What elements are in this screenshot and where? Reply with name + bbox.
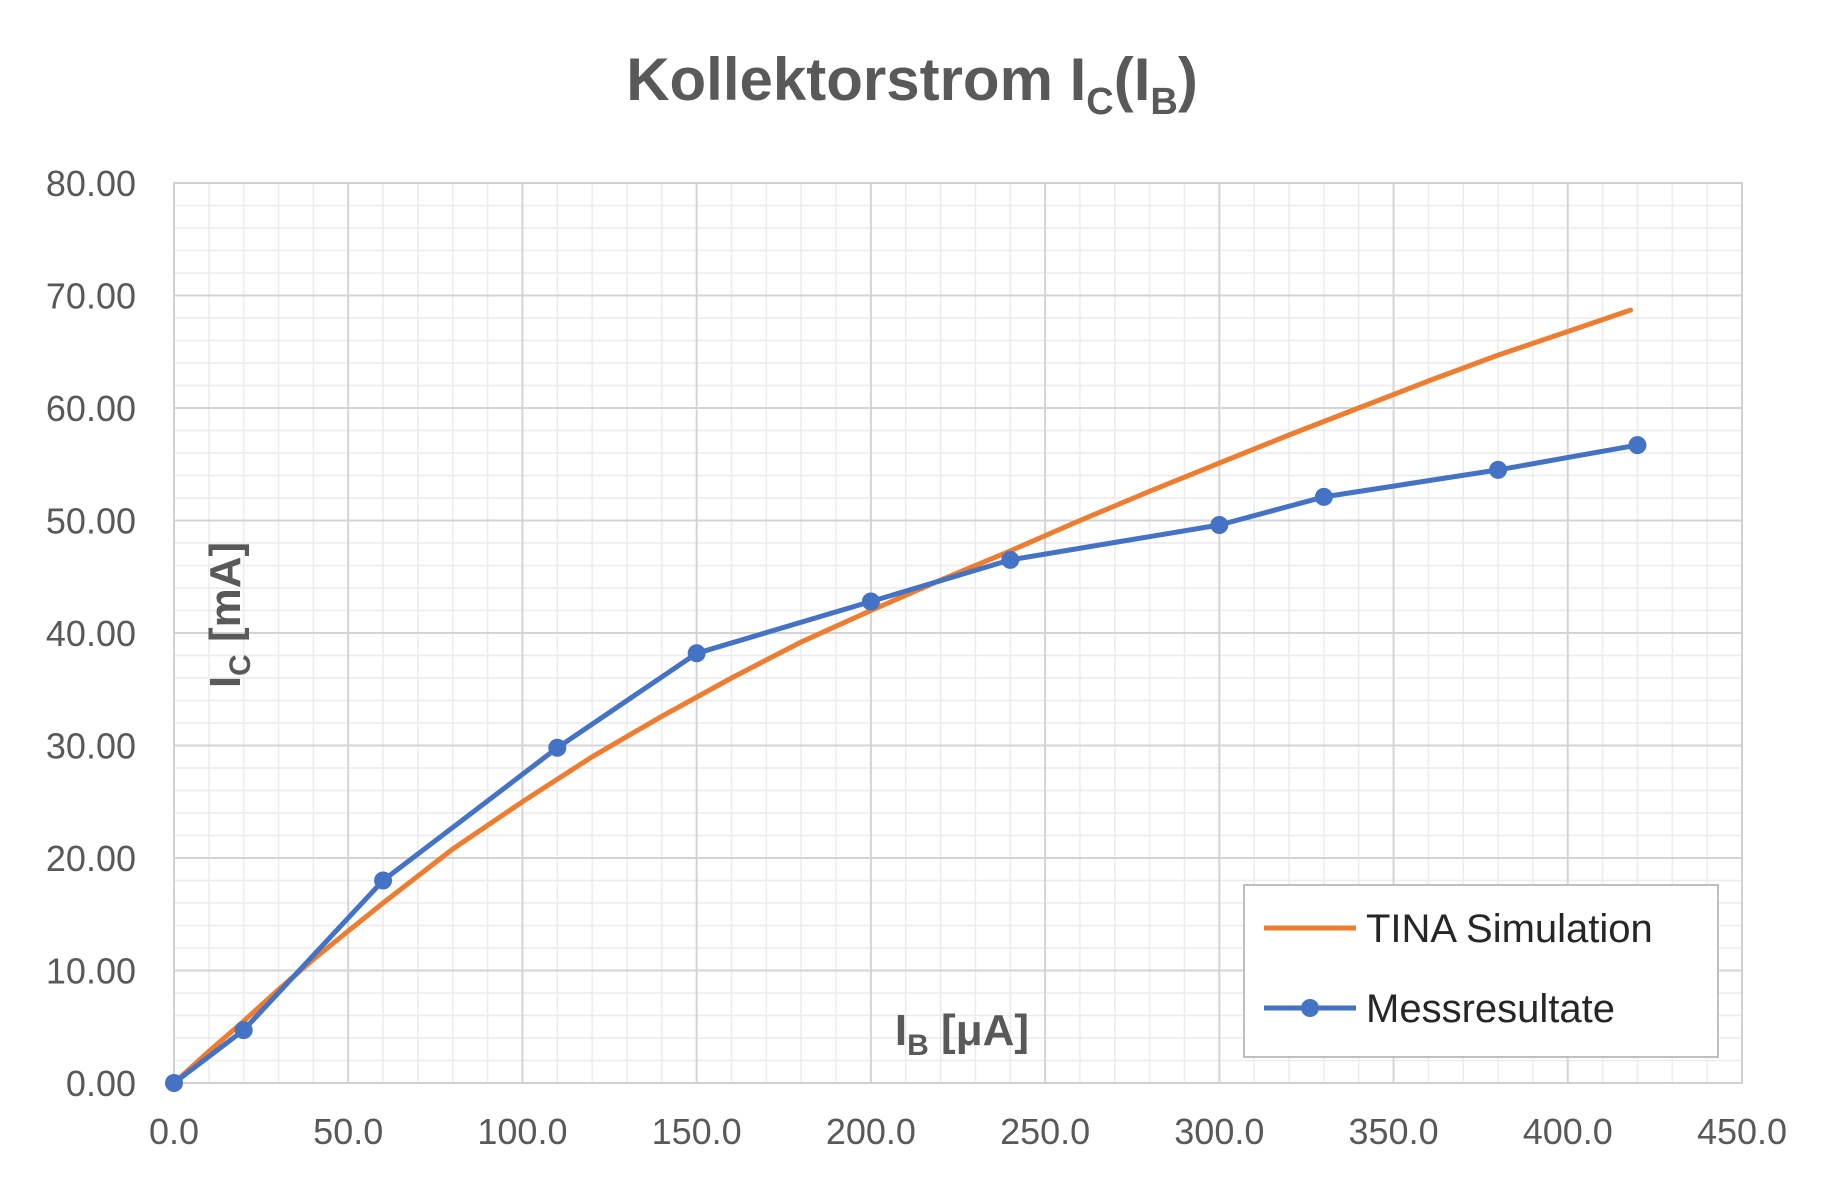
legend: TINA Simulation Messresultate — [1243, 884, 1719, 1058]
data-point-messresultate — [687, 644, 706, 663]
y-tick-label: 60.00 — [46, 388, 136, 429]
y-axis-tick-labels: 0.00 10.00 20.00 30.00 40.00 50.00 60.00 70.00 8… — [46, 163, 136, 1104]
x-tick-label: 0.0 — [149, 1111, 199, 1152]
x-tick-label: 150.0 — [652, 1111, 742, 1152]
data-point-messresultate — [165, 1074, 183, 1092]
data-point-messresultate — [1628, 436, 1647, 455]
x-axis-title-main: I — [895, 1006, 907, 1055]
data-point-messresultate — [374, 871, 393, 890]
x-tick-label: 300.0 — [1174, 1111, 1264, 1152]
series-layer — [165, 307, 1647, 1092]
data-point-messresultate — [1210, 516, 1229, 534]
y-tick-label: 10.00 — [46, 951, 136, 992]
x-tick-label: 250.0 — [1000, 1111, 1090, 1152]
y-axis-title: IC [mA] — [201, 542, 257, 688]
legend-label-mess: Messresultate — [1366, 987, 1615, 1031]
chart-title: Kollektorstrom IC(IB) — [626, 46, 1198, 123]
y-tick-label: 0.00 — [66, 1063, 136, 1104]
y-axis-title-sub: C — [224, 654, 257, 676]
chart-title-sub-c: C — [1086, 81, 1113, 123]
y-tick-label: 80.00 — [46, 163, 136, 204]
legend-marker-mess — [1301, 999, 1319, 1017]
x-tick-label: 200.0 — [826, 1111, 916, 1152]
x-tick-label: 100.0 — [477, 1111, 567, 1152]
x-tick-label: 400.0 — [1523, 1111, 1613, 1152]
y-tick-label: 50.00 — [46, 501, 136, 542]
x-axis-tick-labels: 0.0 50.0 100.0 150.0 200.0 250.0 300.0 350.0 400… — [149, 1111, 1787, 1152]
data-point-messresultate — [1001, 550, 1020, 569]
series-line-tina-simulation — [171, 307, 1633, 1086]
chart-title-sub-b: B — [1150, 81, 1177, 123]
plot-area-border — [173, 182, 1743, 1084]
y-tick-label: 40.00 — [46, 613, 136, 654]
chart-title-mid: (I — [1114, 46, 1151, 113]
x-tick-label: 450.0 — [1697, 1111, 1787, 1152]
chart-title-end: ) — [1178, 46, 1198, 113]
x-axis-title: IB [μA] — [895, 1006, 1029, 1062]
x-tick-label: 50.0 — [313, 1111, 383, 1152]
y-tick-label: 70.00 — [46, 276, 136, 317]
y-tick-label: 30.00 — [46, 726, 136, 767]
data-point-messresultate — [1314, 487, 1333, 506]
y-axis-title-unit: [mA] — [201, 542, 250, 654]
legend-label-tina: TINA Simulation — [1366, 907, 1653, 951]
data-point-messresultate — [548, 738, 567, 757]
y-tick-label: 20.00 — [46, 838, 136, 879]
data-point-messresultate — [1489, 460, 1508, 479]
legend-box — [1243, 884, 1719, 1058]
data-point-messresultate — [234, 1021, 253, 1040]
x-tick-label: 350.0 — [1349, 1111, 1439, 1152]
x-axis-title-sub: B — [907, 1029, 929, 1062]
chart-title-main: Kollektorstrom I — [626, 46, 1086, 113]
x-axis-title-unit: [μA] — [929, 1006, 1029, 1055]
y-axis-title-main: I — [201, 676, 250, 688]
data-point-messresultate — [861, 592, 880, 611]
